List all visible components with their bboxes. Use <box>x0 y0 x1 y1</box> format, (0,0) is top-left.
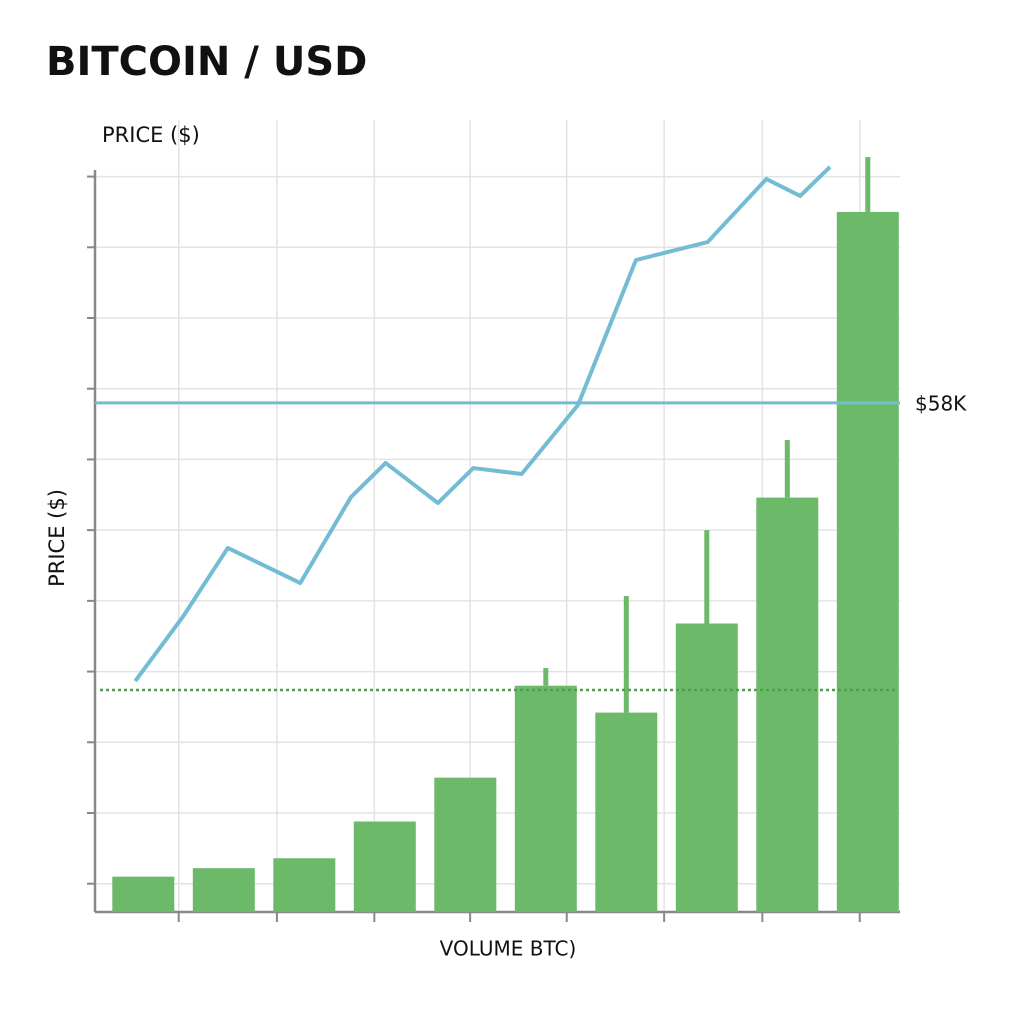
wick <box>704 530 710 624</box>
wick <box>623 596 629 713</box>
chart-title: BITCOIN / USD <box>46 39 367 85</box>
wick <box>865 157 871 212</box>
bar <box>675 623 738 912</box>
wick <box>543 668 549 686</box>
bar <box>353 821 416 912</box>
bar <box>112 876 175 912</box>
bar <box>514 685 577 912</box>
bar <box>756 497 819 912</box>
y-axis-label: PRICE ($) <box>45 489 69 587</box>
price-line <box>133 165 832 683</box>
wick <box>784 440 790 498</box>
reference-label: $58K <box>915 391 967 415</box>
bar <box>434 777 497 912</box>
x-axis-label: VOLUME BTC) <box>440 937 577 961</box>
axis-title: PRICE ($) <box>102 123 200 147</box>
bar <box>273 858 336 912</box>
bar <box>192 868 255 912</box>
bar <box>595 712 658 912</box>
bar <box>836 211 899 912</box>
